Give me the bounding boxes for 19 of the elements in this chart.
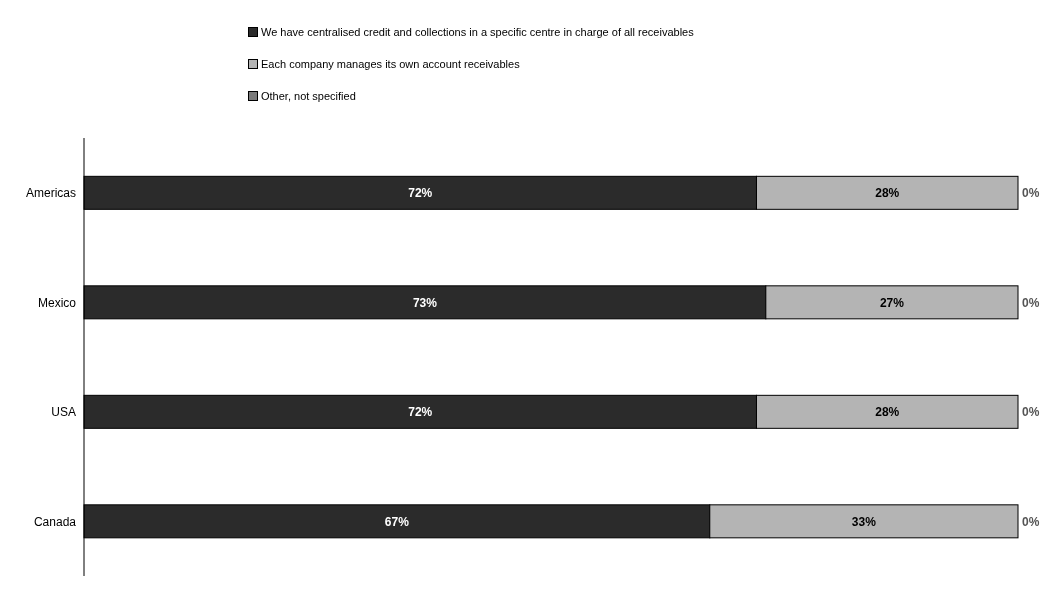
data-label: 28% [875, 405, 900, 420]
data-label: 72% [408, 405, 433, 420]
data-label: 72% [408, 186, 433, 201]
y-tick-label: Americas [25, 186, 76, 201]
y-tick-label: Canada [33, 514, 77, 529]
data-label: 28% [875, 186, 900, 201]
data-label: 0% [1022, 186, 1040, 201]
legend-label: Each company manages its own account receivables [261, 58, 520, 70]
legend-label: Other, not specified [261, 90, 356, 102]
data-label: 33% [851, 514, 877, 529]
data-label: 73% [412, 295, 438, 310]
data-label: 0% [1022, 295, 1040, 310]
y-tick-label: Mexico [37, 295, 77, 310]
data-label: 0% [1022, 514, 1040, 529]
y-tick-label: USA [51, 405, 76, 420]
data-label: 27% [879, 295, 905, 310]
legend-label: We have centralised credit and collections in a specific centre in charge of all receivables [261, 26, 694, 38]
data-label: 67% [384, 514, 410, 529]
data-label: 0% [1022, 405, 1040, 420]
